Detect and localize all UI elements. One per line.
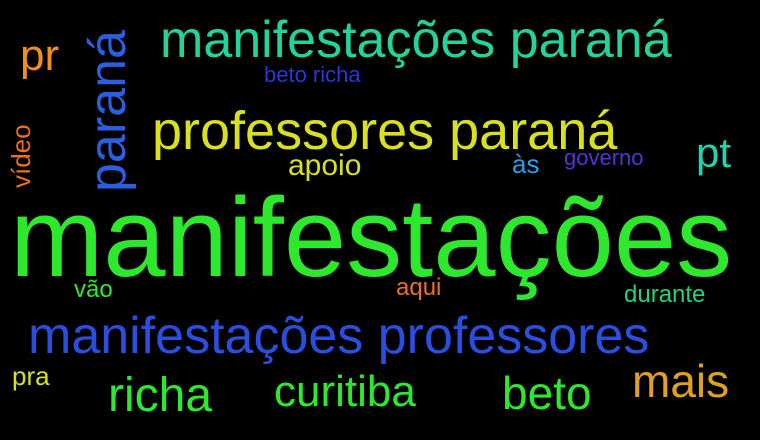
word-pt: pt — [696, 129, 732, 176]
word-aqui: aqui — [396, 274, 442, 301]
word-as: às — [512, 149, 540, 179]
word-manifestacoes-parana: manifestações paraná — [160, 11, 672, 69]
word-pr: pr — [20, 31, 60, 80]
word-mais: mais — [632, 355, 730, 407]
word-professores-parana: professores paraná — [152, 101, 618, 161]
word-beto: beto — [502, 367, 592, 419]
word-parana-vertical: paraná — [79, 30, 137, 192]
word-curitiba: curitiba — [274, 367, 416, 416]
word-beto-richa: beto richa — [264, 62, 361, 87]
word-vao: vão — [74, 276, 113, 303]
word-manifestacoes-professores: manifestações professores — [28, 307, 650, 365]
word-video-vertical: vídeo — [6, 124, 36, 188]
word-manifestacoes: manifestações — [10, 175, 733, 300]
word-apoio: apoio — [288, 149, 362, 182]
word-durante: durante — [624, 281, 706, 308]
word-governo: governo — [564, 145, 644, 170]
word-richa: richa — [108, 369, 213, 422]
word-pra: pra — [12, 361, 50, 391]
